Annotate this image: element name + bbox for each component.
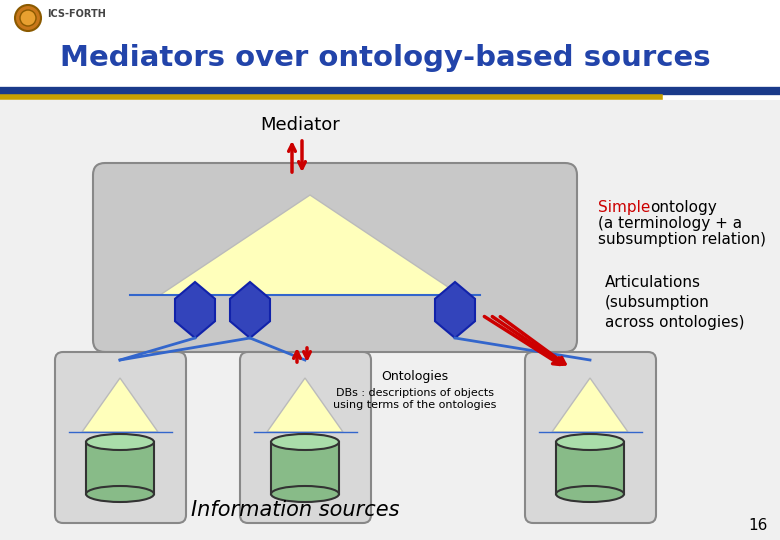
Text: (a terminology + a: (a terminology + a [598, 216, 742, 231]
FancyBboxPatch shape [93, 163, 577, 352]
Ellipse shape [86, 434, 154, 450]
Ellipse shape [556, 486, 624, 502]
Text: Simple: Simple [598, 200, 651, 215]
FancyBboxPatch shape [271, 442, 339, 494]
Text: DBs : descriptions of objects
using terms of the ontologies: DBs : descriptions of objects using term… [333, 388, 497, 410]
Text: Articulations
(subsumption
across ontologies): Articulations (subsumption across ontolo… [605, 275, 744, 329]
FancyBboxPatch shape [0, 100, 780, 540]
Text: Mediator: Mediator [260, 116, 340, 134]
Text: ontology: ontology [650, 200, 717, 215]
FancyBboxPatch shape [240, 352, 371, 523]
FancyBboxPatch shape [556, 442, 624, 494]
Circle shape [20, 10, 36, 26]
Text: subsumption relation): subsumption relation) [598, 232, 766, 247]
FancyBboxPatch shape [525, 352, 656, 523]
Text: 16: 16 [748, 517, 768, 532]
Polygon shape [230, 282, 270, 338]
Text: Information sources: Information sources [191, 500, 399, 520]
Polygon shape [82, 378, 158, 432]
FancyBboxPatch shape [0, 0, 780, 90]
Text: ICS-FORTH: ICS-FORTH [47, 9, 106, 19]
Text: Mediators over ontology-based sources: Mediators over ontology-based sources [60, 44, 711, 72]
Ellipse shape [86, 486, 154, 502]
Ellipse shape [271, 486, 339, 502]
Polygon shape [267, 378, 343, 432]
Ellipse shape [271, 434, 339, 450]
FancyBboxPatch shape [86, 442, 154, 494]
Polygon shape [552, 378, 628, 432]
Text: Ontologies: Ontologies [381, 370, 448, 383]
Polygon shape [160, 195, 460, 295]
Polygon shape [435, 282, 475, 338]
FancyBboxPatch shape [55, 352, 186, 523]
Ellipse shape [556, 434, 624, 450]
Polygon shape [175, 282, 215, 338]
Circle shape [15, 5, 41, 31]
